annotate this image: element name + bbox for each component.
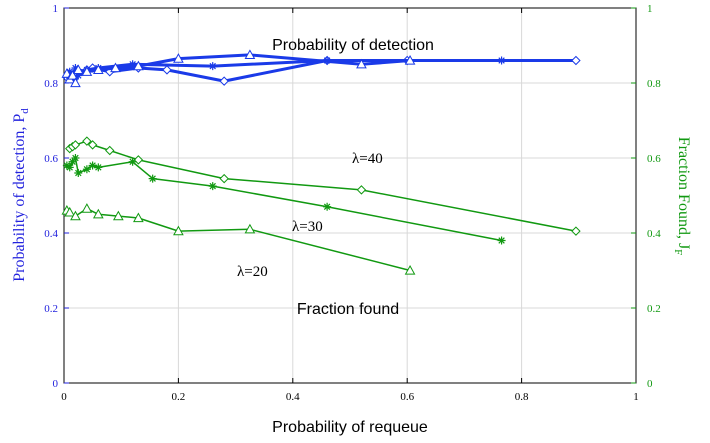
data-point-triangle [244,223,256,234]
y-left-tick-label: 0.6 [44,153,58,165]
y-right-tick-label: 0.6 [647,153,661,165]
series-ff-triangle [61,203,416,275]
data-point-diamond [133,155,144,165]
data-point-star [208,182,217,191]
y-right-tick-label: 0.4 [647,228,661,240]
data-point-star [62,161,71,170]
data-point-triangle [356,58,367,69]
y-axis-right-label: Fraction Found, JF [672,137,692,256]
data-point-diamond [162,65,172,75]
y-right-label-sub: F [672,249,684,255]
y-left-label-main: Probability of detection, P [11,114,28,282]
data-point-triangle [133,212,144,223]
x-tick-label: 1 [633,391,639,403]
lambda40-annotation: λ=40 [352,151,383,167]
data-point-triangle [404,54,416,65]
series-line [69,140,577,232]
data-point-star [71,154,80,162]
data-point-star [68,157,77,166]
data-point-diamond [571,226,581,236]
x-tick-label: 0.6 [400,391,414,403]
data-point-star [82,165,91,174]
pd-annotation: Probability of detection [272,37,434,54]
y-left-label-sub: d [19,108,31,114]
series-ff-diamond [65,136,581,236]
data-point-diamond [70,140,81,150]
data-point-diamond [105,145,115,156]
y-left-tick-label: 0.4 [44,228,58,240]
data-point-triangle [64,206,76,217]
data-point-star [94,163,103,172]
y-left-tick-label: 1 [53,3,59,15]
data-point-diamond [219,76,229,86]
data-point-star [74,169,83,177]
data-point-triangle [81,66,93,76]
y-right-tick-label: 0.2 [647,303,661,315]
y-right-tick-label: 1 [647,3,653,15]
data-point-triangle [70,77,81,88]
data-point-star [208,62,217,71]
x-tick-label: 0 [61,391,67,403]
x-tick-label: 0.4 [286,391,300,403]
plot-frame [63,7,637,384]
data-point-diamond [219,173,229,184]
lambda30-annotation: λ=30 [292,219,323,235]
y-right-tick-label: 0 [647,378,653,390]
data-point-diamond [571,55,581,66]
data-point-star [128,60,137,69]
x-axis-label: Probability of requeue [272,419,428,436]
x-tick-label: 0.2 [172,391,186,403]
series-ff-star [62,154,506,245]
y-right-tick-label: 0.8 [647,78,661,90]
axis-ticks: 0 0.2 0.4 0.6 0.8 100.20.40.60.8100.20.40.60.… [44,3,661,403]
data-point-star [65,67,74,76]
x-tick-label: 0.8 [515,391,529,403]
grid-lines [64,8,636,383]
y-axis-left-label: Probability of detection, Pd [11,108,31,282]
data-point-diamond [356,185,367,195]
data-point-triangle [244,49,256,59]
data-point-triangle [404,264,416,275]
data-point-star [323,202,332,211]
data-point-triangle [133,60,144,71]
data-point-star [497,56,506,65]
data-point-triangle [173,53,184,63]
series-pd-triangle [61,49,416,88]
data-point-star [65,163,74,172]
y-right-label-main: Fraction Found, J [675,137,692,249]
data-point-triangle [173,225,184,236]
data-point-diamond [82,136,92,146]
lambda20-annotation: λ=20 [237,264,268,280]
data-point-diamond [87,140,98,150]
y-left-tick-label: 0 [53,378,59,390]
data-point-triangle [112,210,124,221]
data-point-star [497,236,506,245]
data-point-star [148,174,157,183]
data-point-triangle [67,69,78,80]
y-left-tick-label: 0.2 [44,303,58,315]
data-point-star [88,161,97,170]
data-point-triangle [92,64,104,74]
data-point-triangle [92,208,104,219]
series-layer [61,49,581,275]
data-point-star [128,157,137,166]
data-point-triangle [110,62,121,73]
data-point-star [71,64,80,72]
data-point-triangle [70,210,81,221]
y-left-tick-label: 0.8 [44,78,58,90]
ff-annotation: Fraction found [297,301,399,318]
data-point-triangle [72,64,84,74]
data-point-triangle [81,203,93,213]
series-line [66,157,502,242]
